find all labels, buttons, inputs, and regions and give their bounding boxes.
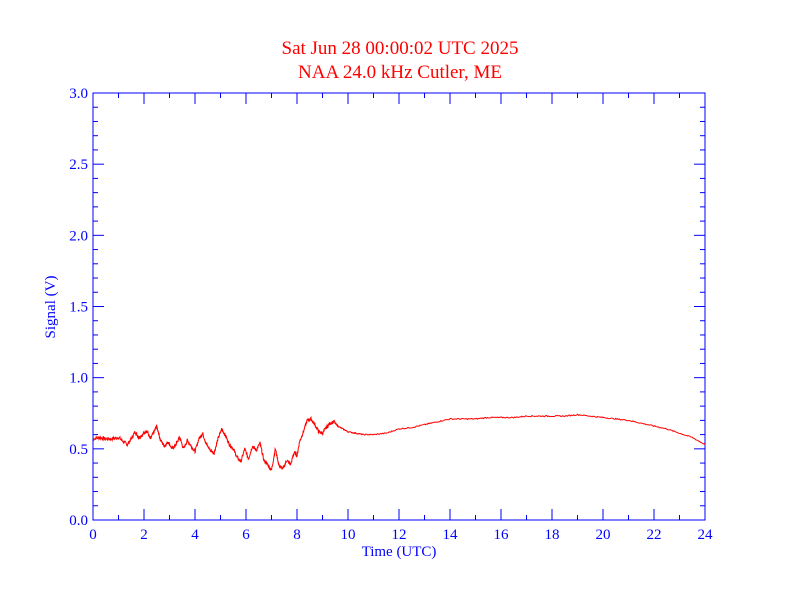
y-tick-labels: 0.0 0.5 1.0 1.5 2.0 2.5 3.0 [69,86,88,529]
signal-series-line [92,413,706,471]
y-tick-label: 0.5 [69,442,88,458]
x-tick-label: 0 [89,527,97,543]
x-tick-label: 6 [242,527,250,543]
chart-title: Sat Jun 28 00:00:02 UTC 2025 [282,38,519,59]
y-axis-label: Signal (V) [43,276,59,339]
axis-ticks [92,92,706,521]
x-tick-label: 18 [545,527,560,543]
x-tick-label: 24 [698,527,714,543]
y-tick-label: 3.0 [69,86,88,102]
x-tick-label: 14 [443,527,459,543]
chart-subtitle: NAA 24.0 kHz Cutler, ME [298,62,502,83]
y-tick-label: 1.5 [69,300,88,316]
y-tick-label: 2.0 [69,228,88,244]
x-tick-label: 20 [596,527,611,543]
x-tick-label: 12 [392,527,407,543]
x-axis-label: Time (UTC) [362,544,437,560]
x-tick-label: 4 [191,527,199,543]
x-tick-label: 10 [341,527,356,543]
y-tick-label: 0.0 [69,513,88,529]
plot-border [92,92,706,521]
x-tick-label: 8 [293,527,301,543]
x-tick-labels: 0 2 4 6 8 10 12 14 16 18 20 22 24 [89,527,713,543]
x-tick-label: 22 [647,527,662,543]
y-tick-label: 2.5 [69,157,88,173]
x-tick-label: 2 [140,527,148,543]
plot-area [92,92,706,521]
x-tick-label: 16 [494,527,510,543]
y-tick-label: 1.0 [69,371,88,387]
